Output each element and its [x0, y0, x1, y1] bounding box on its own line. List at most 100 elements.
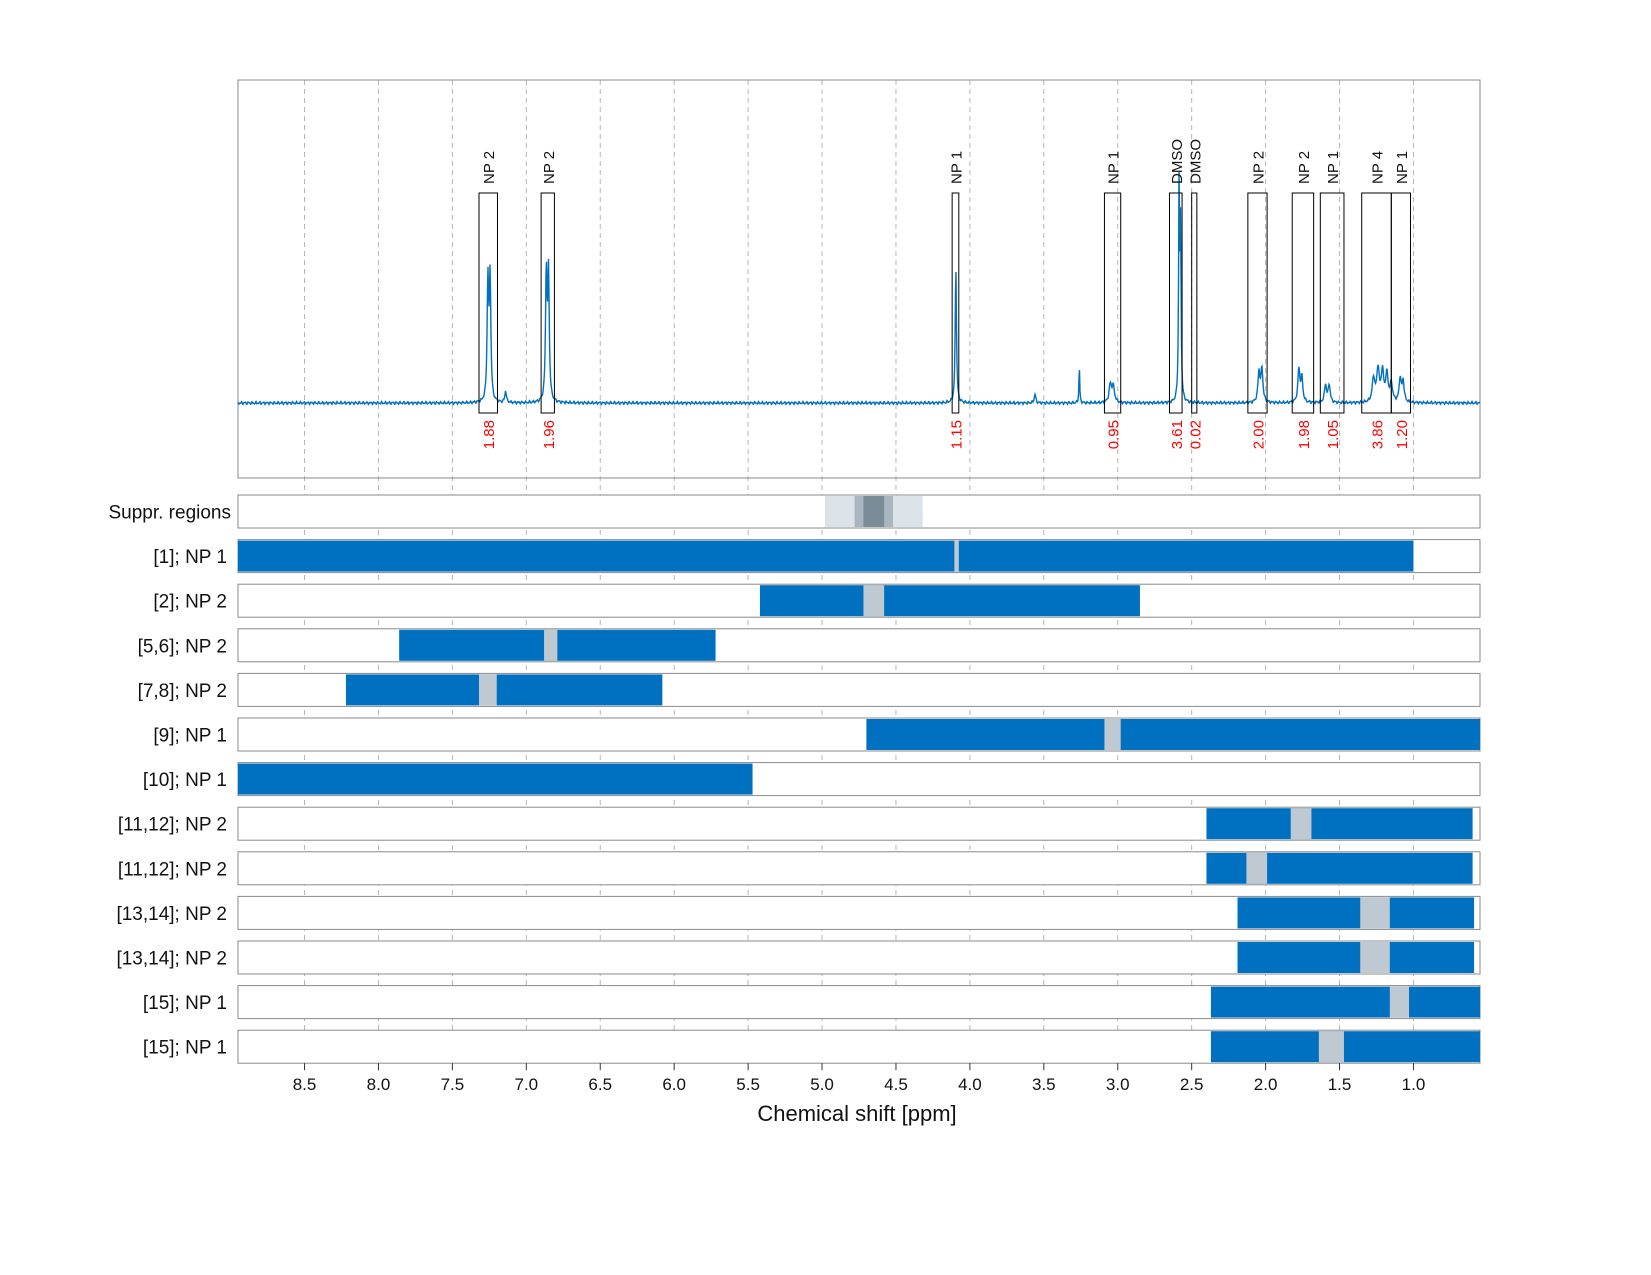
row-label: [11,12]; NP 2 [118, 815, 227, 836]
region-label: NP 1 [1325, 151, 1342, 184]
signal-window-marker [479, 674, 497, 706]
x-axis: 8.5 8.0 7.5 7.0 6.5 6.0 5.5 5.0 4.5 4.0 3.5 3.0 2.5 2… [293, 1063, 1426, 1094]
fit-range-bar [1237, 942, 1475, 973]
integral-value-label: 2.00 [1250, 420, 1267, 449]
integration-region-box [1191, 192, 1198, 414]
suppression-band [863, 496, 885, 527]
suppression-row-label: Suppr. regions [108, 503, 231, 524]
fit-range-bar [1210, 986, 1480, 1018]
integral-value-label: 3.61 [1169, 420, 1186, 449]
fit-row: [1]; NP 1 [153, 539, 1481, 574]
region-label: NP 1 [1394, 151, 1411, 184]
signal-window-marker [1246, 852, 1268, 884]
x-tick-label: 7.0 [515, 1075, 539, 1094]
integration-region-box [1247, 192, 1268, 414]
fit-range-bar [1206, 808, 1473, 840]
integral-value-label: 1.96 [541, 420, 558, 449]
integration-region-box [1319, 192, 1345, 414]
fit-range-bar [238, 763, 753, 795]
fit-row: [2]; NP 2 [153, 583, 1481, 618]
fit-row: [15]; NP 1 [143, 1029, 1481, 1064]
fit-row: [15]; NP 1 [143, 985, 1481, 1020]
row-label: [9]; NP 1 [153, 726, 227, 747]
integral-value-label: 0.95 [1106, 420, 1123, 449]
row-label: [15]; NP 1 [143, 993, 227, 1014]
fit-row: [5,6]; NP 2 [138, 628, 1481, 663]
x-tick-label: 3.0 [1106, 1075, 1130, 1094]
integral-value-label: 1.20 [1394, 420, 1411, 449]
fit-row: [11,12]; NP 2 [118, 851, 1481, 886]
x-tick-label: 3.5 [1032, 1075, 1056, 1094]
integral-value-label: 1.15 [948, 420, 965, 449]
integration-region-box [1390, 192, 1412, 414]
x-axis-title: Chemical shift [ppm] [757, 1101, 956, 1126]
signal-window-marker [954, 540, 959, 572]
fit-row: [9]; NP 1 [153, 717, 1481, 752]
x-tick-label: 5.0 [810, 1075, 834, 1094]
integration-region-box [540, 192, 555, 414]
integration-region-box [1291, 192, 1315, 414]
suppression-row: Suppr. regions [108, 494, 1481, 529]
spectrum-panel: NP 2 1.88 NP 2 1.96 NP 1 1.15 NP 1 0.95 DMSO 3.61… [237, 79, 1481, 479]
fit-range-bar [759, 585, 1140, 617]
fit-range-bar [345, 674, 663, 706]
fit-range-bar [866, 719, 1480, 750]
region-label: NP 1 [1106, 151, 1123, 184]
integral-value-label: 1.05 [1325, 420, 1342, 449]
signal-window-marker [1389, 986, 1410, 1018]
row-label: [10]; NP 1 [143, 770, 227, 791]
x-tick-label: 8.0 [367, 1075, 391, 1094]
x-tick-label: 2.0 [1254, 1075, 1278, 1094]
row-label: [13,14]; NP 2 [116, 949, 227, 970]
integral-value-label: 1.98 [1296, 420, 1313, 449]
signal-window-marker [1360, 897, 1390, 929]
region-label: NP 2 [541, 151, 558, 184]
row-label: [2]; NP 2 [153, 592, 227, 613]
x-tick-label: 1.5 [1328, 1075, 1352, 1094]
integration-region-box [478, 192, 498, 414]
fit-row: [11,12]; NP 2 [118, 806, 1481, 841]
region-label: NP 2 [481, 151, 498, 184]
integration-region-box [1103, 192, 1122, 414]
region-label: NP 2 [1250, 151, 1267, 184]
row-label: [7,8]; NP 2 [138, 681, 227, 702]
x-tick-label: 1.0 [1402, 1075, 1426, 1094]
fit-row: [10]; NP 1 [143, 762, 1481, 797]
x-tick-label: 6.0 [662, 1075, 686, 1094]
x-tick-label: 4.0 [958, 1075, 982, 1094]
integration-region-box [951, 192, 960, 414]
row-label: [11,12]; NP 2 [118, 859, 227, 880]
region-label: NP 4 [1370, 151, 1387, 184]
integral-value-label: 0.02 [1187, 420, 1204, 449]
x-tick-label: 6.5 [588, 1075, 612, 1094]
fit-range-bar [1210, 1031, 1480, 1063]
signal-window-marker [1290, 808, 1312, 840]
x-tick-label: 2.5 [1180, 1075, 1204, 1094]
x-tick-label: 7.5 [441, 1075, 465, 1094]
fit-range-bar [1206, 852, 1473, 884]
signal-window-marker [1318, 1031, 1344, 1063]
integration-region-box [1169, 192, 1183, 414]
x-tick-label: 5.5 [736, 1075, 760, 1094]
fit-range-bar [1237, 897, 1475, 929]
region-label: NP 2 [1296, 151, 1313, 184]
x-tick-label: 8.5 [293, 1075, 317, 1094]
signal-window-marker [1104, 719, 1121, 750]
signal-window-marker [863, 585, 885, 617]
region-label: NP 1 [948, 151, 965, 184]
integration-regions: NP 2 1.88 NP 2 1.96 NP 1 1.15 NP 1 0.95 DMSO 3.61… [478, 139, 1412, 449]
spectrum-line [237, 171, 1481, 407]
fit-region-rows: Suppr. regions [1]; NP 1 [2]; NP 2 [5,6]; N… [108, 494, 1481, 1064]
row-label: [1]; NP 1 [153, 547, 227, 568]
row-label: [15]; NP 1 [143, 1038, 227, 1059]
fit-range-bar [238, 540, 1414, 572]
row-label: [5,6]; NP 2 [138, 636, 227, 657]
integral-value-label: 1.88 [481, 420, 498, 449]
row-label: [13,14]; NP 2 [116, 904, 227, 925]
signal-window-marker [1360, 942, 1390, 973]
integral-value-label: 3.86 [1370, 420, 1387, 449]
region-label: DMSO [1169, 139, 1186, 184]
fit-row: [13,14]; NP 2 [116, 895, 1481, 930]
fit-row: [13,14]; NP 2 [116, 940, 1481, 975]
